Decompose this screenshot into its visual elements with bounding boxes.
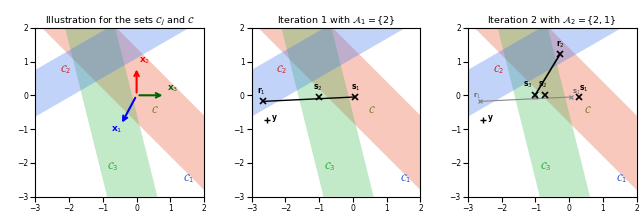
Text: $\mathbf{x}_3$: $\mathbf{x}_3$ (166, 83, 178, 94)
Text: $\mathcal{C}_1$: $\mathcal{C}_1$ (616, 172, 627, 185)
Text: $\mathcal{C}$: $\mathcal{C}$ (584, 104, 591, 115)
Text: $\mathbf{y}$: $\mathbf{y}$ (271, 114, 278, 125)
Text: $\mathbf{s}_1$: $\mathbf{s}_1$ (572, 88, 580, 97)
Polygon shape (35, 28, 204, 190)
Title: Iteration 2 with $\mathcal{A}_2 = \{2, 1\}$: Iteration 2 with $\mathcal{A}_2 = \{2, 1… (488, 15, 617, 28)
Text: $\mathcal{C}_2$: $\mathcal{C}_2$ (60, 64, 71, 76)
Text: $\mathcal{C}_2$: $\mathcal{C}_2$ (493, 64, 504, 76)
Text: $\mathcal{C}_3$: $\mathcal{C}_3$ (324, 160, 335, 173)
Text: $\mathcal{C}_1$: $\mathcal{C}_1$ (399, 172, 411, 185)
Text: $\mathcal{C}$: $\mathcal{C}$ (151, 104, 159, 115)
Text: $\mathbf{r}_1$: $\mathbf{r}_1$ (257, 86, 266, 97)
Text: $\mathbf{x}_2$: $\mathbf{x}_2$ (140, 55, 150, 66)
Polygon shape (252, 28, 420, 197)
Text: $\mathbf{r}_2$: $\mathbf{r}_2$ (556, 38, 564, 50)
Text: $\mathbf{x}_1$: $\mathbf{x}_1$ (111, 124, 123, 135)
Text: $\mathbf{s}_1$: $\mathbf{s}_1$ (579, 84, 589, 94)
Text: $\mathbf{s}_2$: $\mathbf{s}_2$ (538, 80, 548, 90)
Polygon shape (35, 28, 204, 117)
Text: $\mathbf{s}_1$: $\mathbf{s}_1$ (351, 82, 360, 93)
Text: $\mathbf{y}$: $\mathbf{y}$ (487, 114, 494, 125)
Text: $\mathcal{C}_3$: $\mathcal{C}_3$ (108, 160, 118, 173)
Polygon shape (468, 28, 637, 197)
Text: $\mathcal{C}$: $\mathcal{C}$ (367, 104, 376, 115)
Text: $\mathbf{r}_1$: $\mathbf{r}_1$ (473, 91, 481, 101)
Polygon shape (468, 28, 637, 190)
Text: $\mathcal{C}_3$: $\mathcal{C}_3$ (540, 160, 551, 173)
Title: Illustration for the sets $\mathcal{C}_j$ and $\mathcal{C}$: Illustration for the sets $\mathcal{C}_j… (45, 15, 195, 28)
Polygon shape (35, 28, 204, 197)
Text: $\mathcal{C}_2$: $\mathcal{C}_2$ (276, 64, 287, 76)
Polygon shape (252, 28, 420, 117)
Text: $\mathbf{s}_3$: $\mathbf{s}_3$ (523, 80, 532, 90)
Title: Iteration 1 with $\mathcal{A}_1 = \{2\}$: Iteration 1 with $\mathcal{A}_1 = \{2\}$ (276, 15, 396, 28)
Polygon shape (468, 28, 637, 117)
Text: $\mathcal{C}_1$: $\mathcal{C}_1$ (183, 172, 195, 185)
Polygon shape (252, 28, 420, 190)
Text: $\mathbf{s}_2$: $\mathbf{s}_2$ (313, 82, 322, 93)
